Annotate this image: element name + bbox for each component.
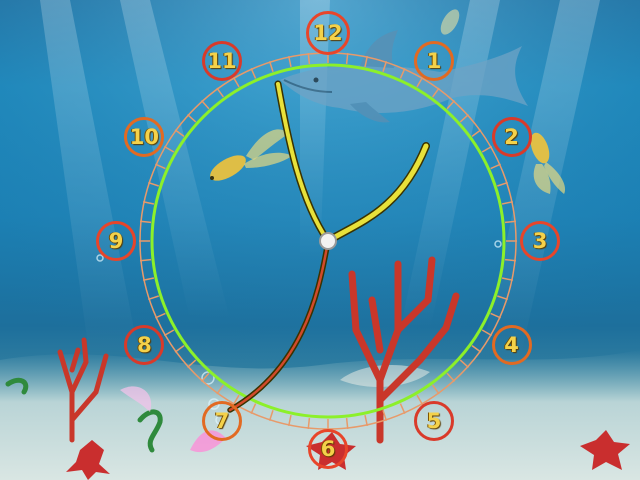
hour-hand <box>325 143 429 244</box>
minute-tick <box>481 145 493 153</box>
minute-tick <box>187 359 197 369</box>
minute-tick <box>216 87 224 98</box>
minute-tick <box>504 220 517 224</box>
minute-tick <box>155 163 166 170</box>
hour-numeral-11: 11 <box>202 41 242 82</box>
minute-tick <box>459 359 469 369</box>
minute-tick <box>459 113 469 123</box>
minute-tick <box>446 372 456 382</box>
minute-tick <box>501 277 514 282</box>
minute-tick <box>345 52 349 65</box>
minute-tick <box>416 76 424 88</box>
minute-tick <box>481 329 493 337</box>
minute-tick <box>163 329 175 337</box>
hour-numeral-2: 2 <box>491 117 532 158</box>
hour-numeral-6: 6 <box>308 428 348 469</box>
minute-tick <box>139 258 152 262</box>
minute-tick <box>364 55 369 68</box>
minute-tick <box>382 410 388 421</box>
minute-tick <box>416 394 424 406</box>
minute-tick <box>287 414 292 427</box>
minute-hand <box>276 82 330 243</box>
minute-tick <box>250 403 257 414</box>
minute-tick <box>155 312 166 319</box>
minute-tick <box>364 414 369 427</box>
minute-tick <box>268 61 274 72</box>
minute-tick <box>174 129 185 137</box>
minute-tick <box>446 100 456 110</box>
minute-tick <box>501 200 514 205</box>
minute-tick <box>142 200 155 205</box>
minute-tick <box>382 61 388 72</box>
hour-numeral-3: 3 <box>520 221 560 261</box>
minute-tick <box>497 295 508 301</box>
minute-tick <box>287 55 292 68</box>
hour-numeral-7: 7 <box>202 400 242 441</box>
minute-tick <box>148 181 159 187</box>
minute-tick <box>268 410 274 421</box>
minute-tick <box>163 145 175 153</box>
hour-numeral-5: 5 <box>414 400 454 441</box>
minute-tick <box>490 163 501 170</box>
minute-tick <box>142 277 155 282</box>
minute-tick <box>471 129 482 137</box>
minute-tick <box>307 417 311 430</box>
minute-tick <box>307 52 311 65</box>
minute-tick <box>200 100 210 110</box>
hour-numeral-9: 9 <box>96 221 136 261</box>
center-pin <box>319 232 337 250</box>
minute-tick <box>200 372 210 382</box>
minute-tick <box>148 295 159 301</box>
minute-tick <box>187 113 197 123</box>
hour-numeral-10: 10 <box>124 117 165 158</box>
minute-tick <box>432 384 440 395</box>
minute-tick <box>497 181 508 187</box>
minute-tick <box>471 345 482 353</box>
second-hand <box>228 239 330 412</box>
coral-icon <box>57 337 109 443</box>
minute-tick <box>399 68 406 79</box>
minute-tick <box>216 384 224 395</box>
clock-ring <box>150 63 506 419</box>
minute-tick <box>432 87 440 98</box>
minute-tick <box>232 394 240 406</box>
minute-tick <box>504 258 517 262</box>
hour-numeral-12: 12 <box>306 11 350 56</box>
minute-tick <box>232 76 240 88</box>
coral-icon <box>348 256 460 444</box>
clock-hands <box>227 80 430 413</box>
minute-tick <box>345 417 349 430</box>
hour-numeral-8: 8 <box>124 324 165 365</box>
seaweed-icon <box>5 377 163 453</box>
hour-numeral-4: 4 <box>491 324 532 365</box>
minute-tick <box>139 220 152 224</box>
minute-tick <box>250 68 257 79</box>
minute-tick <box>399 403 406 414</box>
minute-tick <box>490 312 501 319</box>
minute-tick <box>174 345 185 353</box>
hour-numeral-1: 1 <box>414 41 454 82</box>
